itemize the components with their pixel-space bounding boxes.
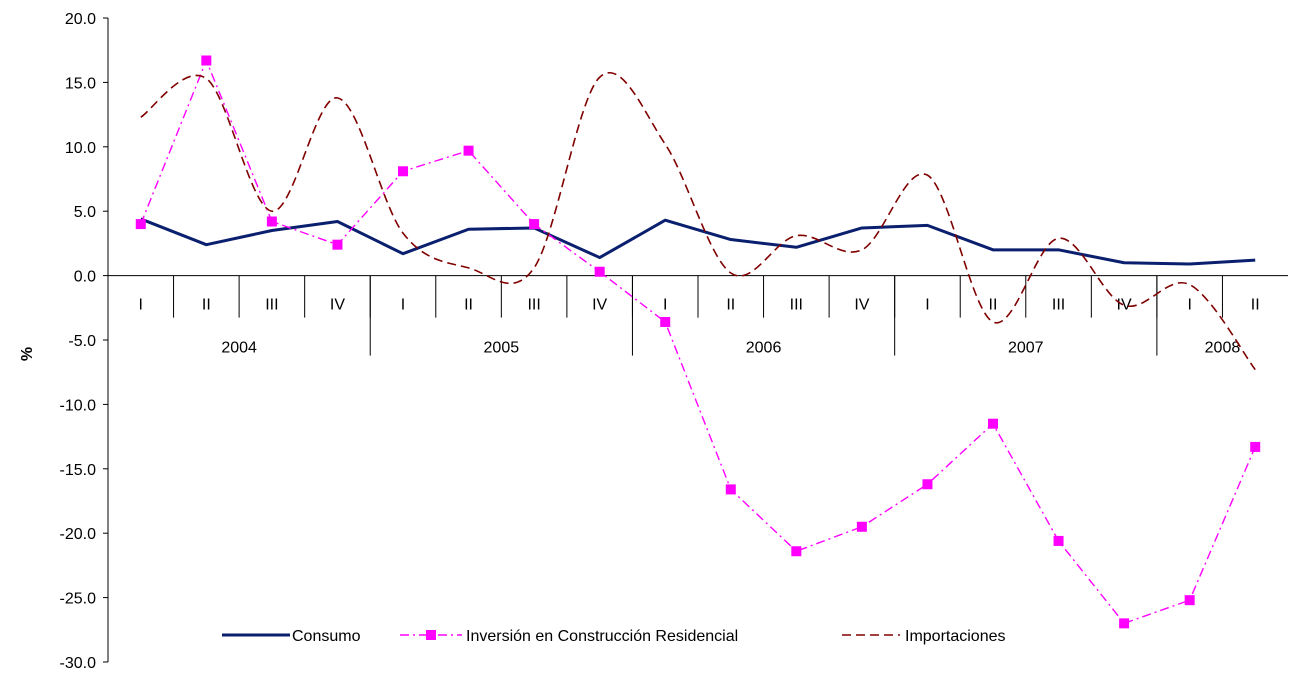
quarter-label: III <box>1052 297 1065 314</box>
year-label: 2005 <box>484 340 520 357</box>
legend-label-0: Consumo <box>292 628 361 645</box>
y-tick-label: 5.0 <box>74 204 96 221</box>
quarter-label: II <box>464 297 473 314</box>
legend-label-1: Inversión en Construcción Residencial <box>466 628 738 645</box>
series-1-point <box>856 521 867 532</box>
series-1-point <box>1053 535 1064 546</box>
y-tick-label: -5.0 <box>68 333 96 350</box>
year-label: 2008 <box>1205 340 1241 357</box>
year-label: 2007 <box>1008 340 1044 357</box>
series-1-point <box>463 145 474 156</box>
series-1-point <box>660 316 671 327</box>
quarter-label: II <box>989 297 998 314</box>
series-1-point <box>594 266 605 277</box>
quarter-label: I <box>401 297 405 314</box>
series-layer <box>135 55 1261 629</box>
series-1-point <box>266 216 277 227</box>
series-1-point <box>332 239 343 250</box>
quarter-label: I <box>1187 297 1191 314</box>
y-tick-label: 10.0 <box>65 140 96 157</box>
axes-layer: 20.0 15.0 10.0 5.0 0.0 -5.0 -10.0 -15.0 -20.0 -25… <box>60 11 1288 672</box>
y-tick-label: -20.0 <box>60 526 97 543</box>
series-line-2 <box>140 71 1256 371</box>
series-1-point <box>529 219 540 230</box>
quarter-label: I <box>925 297 929 314</box>
year-label: 2006 <box>746 340 782 357</box>
series-1-point <box>1119 618 1130 629</box>
series-1-point <box>398 166 408 177</box>
y-tick-label: 20.0 <box>65 11 96 28</box>
series-1-point <box>1184 595 1195 606</box>
quarter-label: III <box>527 297 540 314</box>
series-1-point <box>201 55 212 66</box>
quarter-label: I <box>139 297 143 314</box>
series-1-point <box>135 219 146 230</box>
legend-label-2: Importaciones <box>905 628 1006 645</box>
y-tick-label: 0.0 <box>74 269 96 286</box>
series-1-point <box>1250 441 1261 452</box>
series-1-point <box>922 479 933 490</box>
y-tick-label: -25.0 <box>60 591 97 608</box>
quarter-label: III <box>790 297 803 314</box>
y-tick-label: 15.0 <box>65 75 96 92</box>
quarter-label: I <box>663 297 667 314</box>
series-1-point <box>725 484 736 495</box>
series-1-point <box>988 418 998 429</box>
quarter-label: III <box>265 297 278 314</box>
y-tick-label: -15.0 <box>60 462 97 479</box>
y-axis-label: % <box>19 347 36 361</box>
legend-marker-1 <box>426 630 436 640</box>
quarter-label: II <box>1251 297 1260 314</box>
legend: Consumo Inversión en Construcción Residen… <box>222 628 1006 645</box>
quarter-label: IV <box>1117 297 1132 314</box>
series-1-point <box>791 546 802 557</box>
quarter-label: IV <box>854 297 869 314</box>
quarter-label: II <box>202 297 211 314</box>
quarter-label: II <box>726 297 735 314</box>
quarter-label: IV <box>592 297 607 314</box>
y-tick-label: -10.0 <box>60 397 97 414</box>
series-line-1 <box>140 59 1256 625</box>
series-line-0 <box>140 217 1256 266</box>
year-label: 2004 <box>221 340 257 357</box>
quarter-label: IV <box>330 297 345 314</box>
y-tick-label: -30.0 <box>60 655 97 672</box>
